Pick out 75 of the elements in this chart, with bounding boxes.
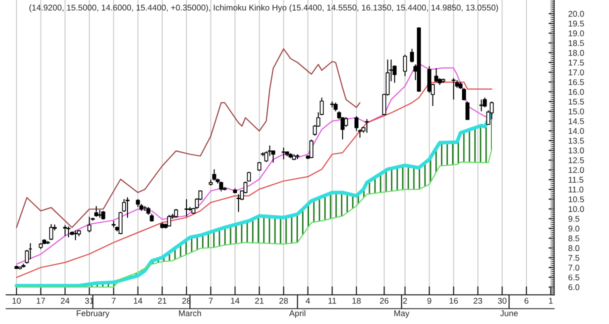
candlestick (465, 101, 470, 121)
y-tick-label: 12.5 (568, 157, 584, 164)
x-tick-label: 7 (208, 298, 213, 304)
x-tick-label: 7 (112, 298, 116, 304)
x-tick-label: 21 (158, 298, 166, 304)
y-tick-label: 14.5 (568, 118, 584, 124)
candlestick (354, 116, 358, 132)
x-tick-label: 10 (12, 298, 21, 304)
y-tick-label: 15.5 (568, 98, 584, 105)
y-tick-label: 17.5 (568, 60, 584, 66)
candlestick (87, 216, 92, 233)
y-tick-label: 6.0 (568, 284, 580, 290)
candlestick (126, 196, 130, 218)
y-tick-label: 19.0 (568, 30, 584, 36)
x-tick-label: 30 (498, 298, 506, 304)
y-tick-label: 18.5 (568, 40, 584, 46)
x-tick-label: 4 (306, 298, 310, 304)
x-tick-label: 6 (524, 298, 528, 304)
x2-tick-label: May (394, 310, 410, 318)
candlestick (479, 99, 484, 112)
y-tick-label: 11.0 (568, 186, 584, 192)
y-tick-label: 16.0 (568, 88, 584, 95)
x-tick-label: 28 (279, 298, 288, 304)
y-tick-label: 13.5 (568, 138, 584, 144)
y-tick-label: 6.5 (568, 274, 580, 280)
x-tick-label: 17 (36, 298, 45, 304)
y-tick-label: 12.0 (568, 167, 584, 173)
y-tick-label: 17.0 (568, 69, 584, 76)
x2-tick-label: March (179, 310, 201, 316)
x-tick-label: 2 (403, 298, 407, 304)
candlestick (410, 48, 414, 63)
candlestick (364, 118, 369, 134)
y-tick-label: 10.5 (568, 196, 584, 202)
candlestick (344, 116, 348, 128)
y-tick-label: 7.0 (568, 264, 580, 271)
y-tick-label: 11.5 (568, 176, 584, 183)
candlestick (309, 139, 314, 159)
x-tick-label: 14 (134, 298, 142, 304)
candlestick (403, 54, 408, 77)
y-tick-label: 13.0 (568, 148, 584, 154)
chart-title: (14.9200, 15.5000, 14.6000, 15.4400, +0.35000), Ichimoku Kinko Hyo (15.4400, 14.5550, 16.1350, 15.4400, 14.9850, 13.0550) (29, 4, 498, 12)
x-tick-label: 14 (231, 298, 240, 304)
x2-tick-label: February (76, 310, 110, 318)
y-tick-label: 7.5 (568, 255, 580, 261)
y-tick-label: 8.0 (568, 245, 580, 252)
candlestick (94, 206, 98, 218)
y-tick-label: 9.5 (568, 216, 580, 222)
x-tick-label: 23 (474, 298, 482, 304)
candlestick (63, 224, 68, 236)
x-tick-label: 16 (450, 298, 458, 304)
candlestick (452, 78, 456, 100)
y-tick-label: 14.0 (568, 128, 584, 134)
y-tick-label: 8.5 (568, 235, 580, 242)
y-tick-label: 19.5 (568, 20, 584, 27)
x2-tick-label: June (500, 310, 518, 316)
x-tick-label: 1 (549, 298, 553, 304)
x-tick-label: 9 (427, 298, 432, 304)
x-tick-label: 18 (352, 298, 361, 304)
y-tick-label: 18.0 (568, 50, 584, 56)
y-tick-label: 15.0 (568, 108, 584, 114)
candlestick (49, 224, 54, 241)
candlestick (482, 97, 487, 108)
x-tick-label: 11 (328, 298, 336, 304)
y-tick-label: 9.0 (568, 226, 580, 232)
candlestick (271, 150, 276, 164)
y-tick-label: 20.0 (568, 10, 584, 17)
candlestick (462, 87, 466, 102)
candlestick (427, 66, 432, 94)
x-tick-label: 24 (60, 298, 70, 304)
x-tick-label: 21 (255, 298, 264, 304)
y-tick-label: 16.5 (568, 79, 584, 86)
candlestick (66, 226, 71, 238)
x2-tick-label: April (289, 310, 306, 318)
x-tick-label: 26 (380, 298, 388, 304)
y-tick-label: 10.0 (568, 206, 584, 212)
